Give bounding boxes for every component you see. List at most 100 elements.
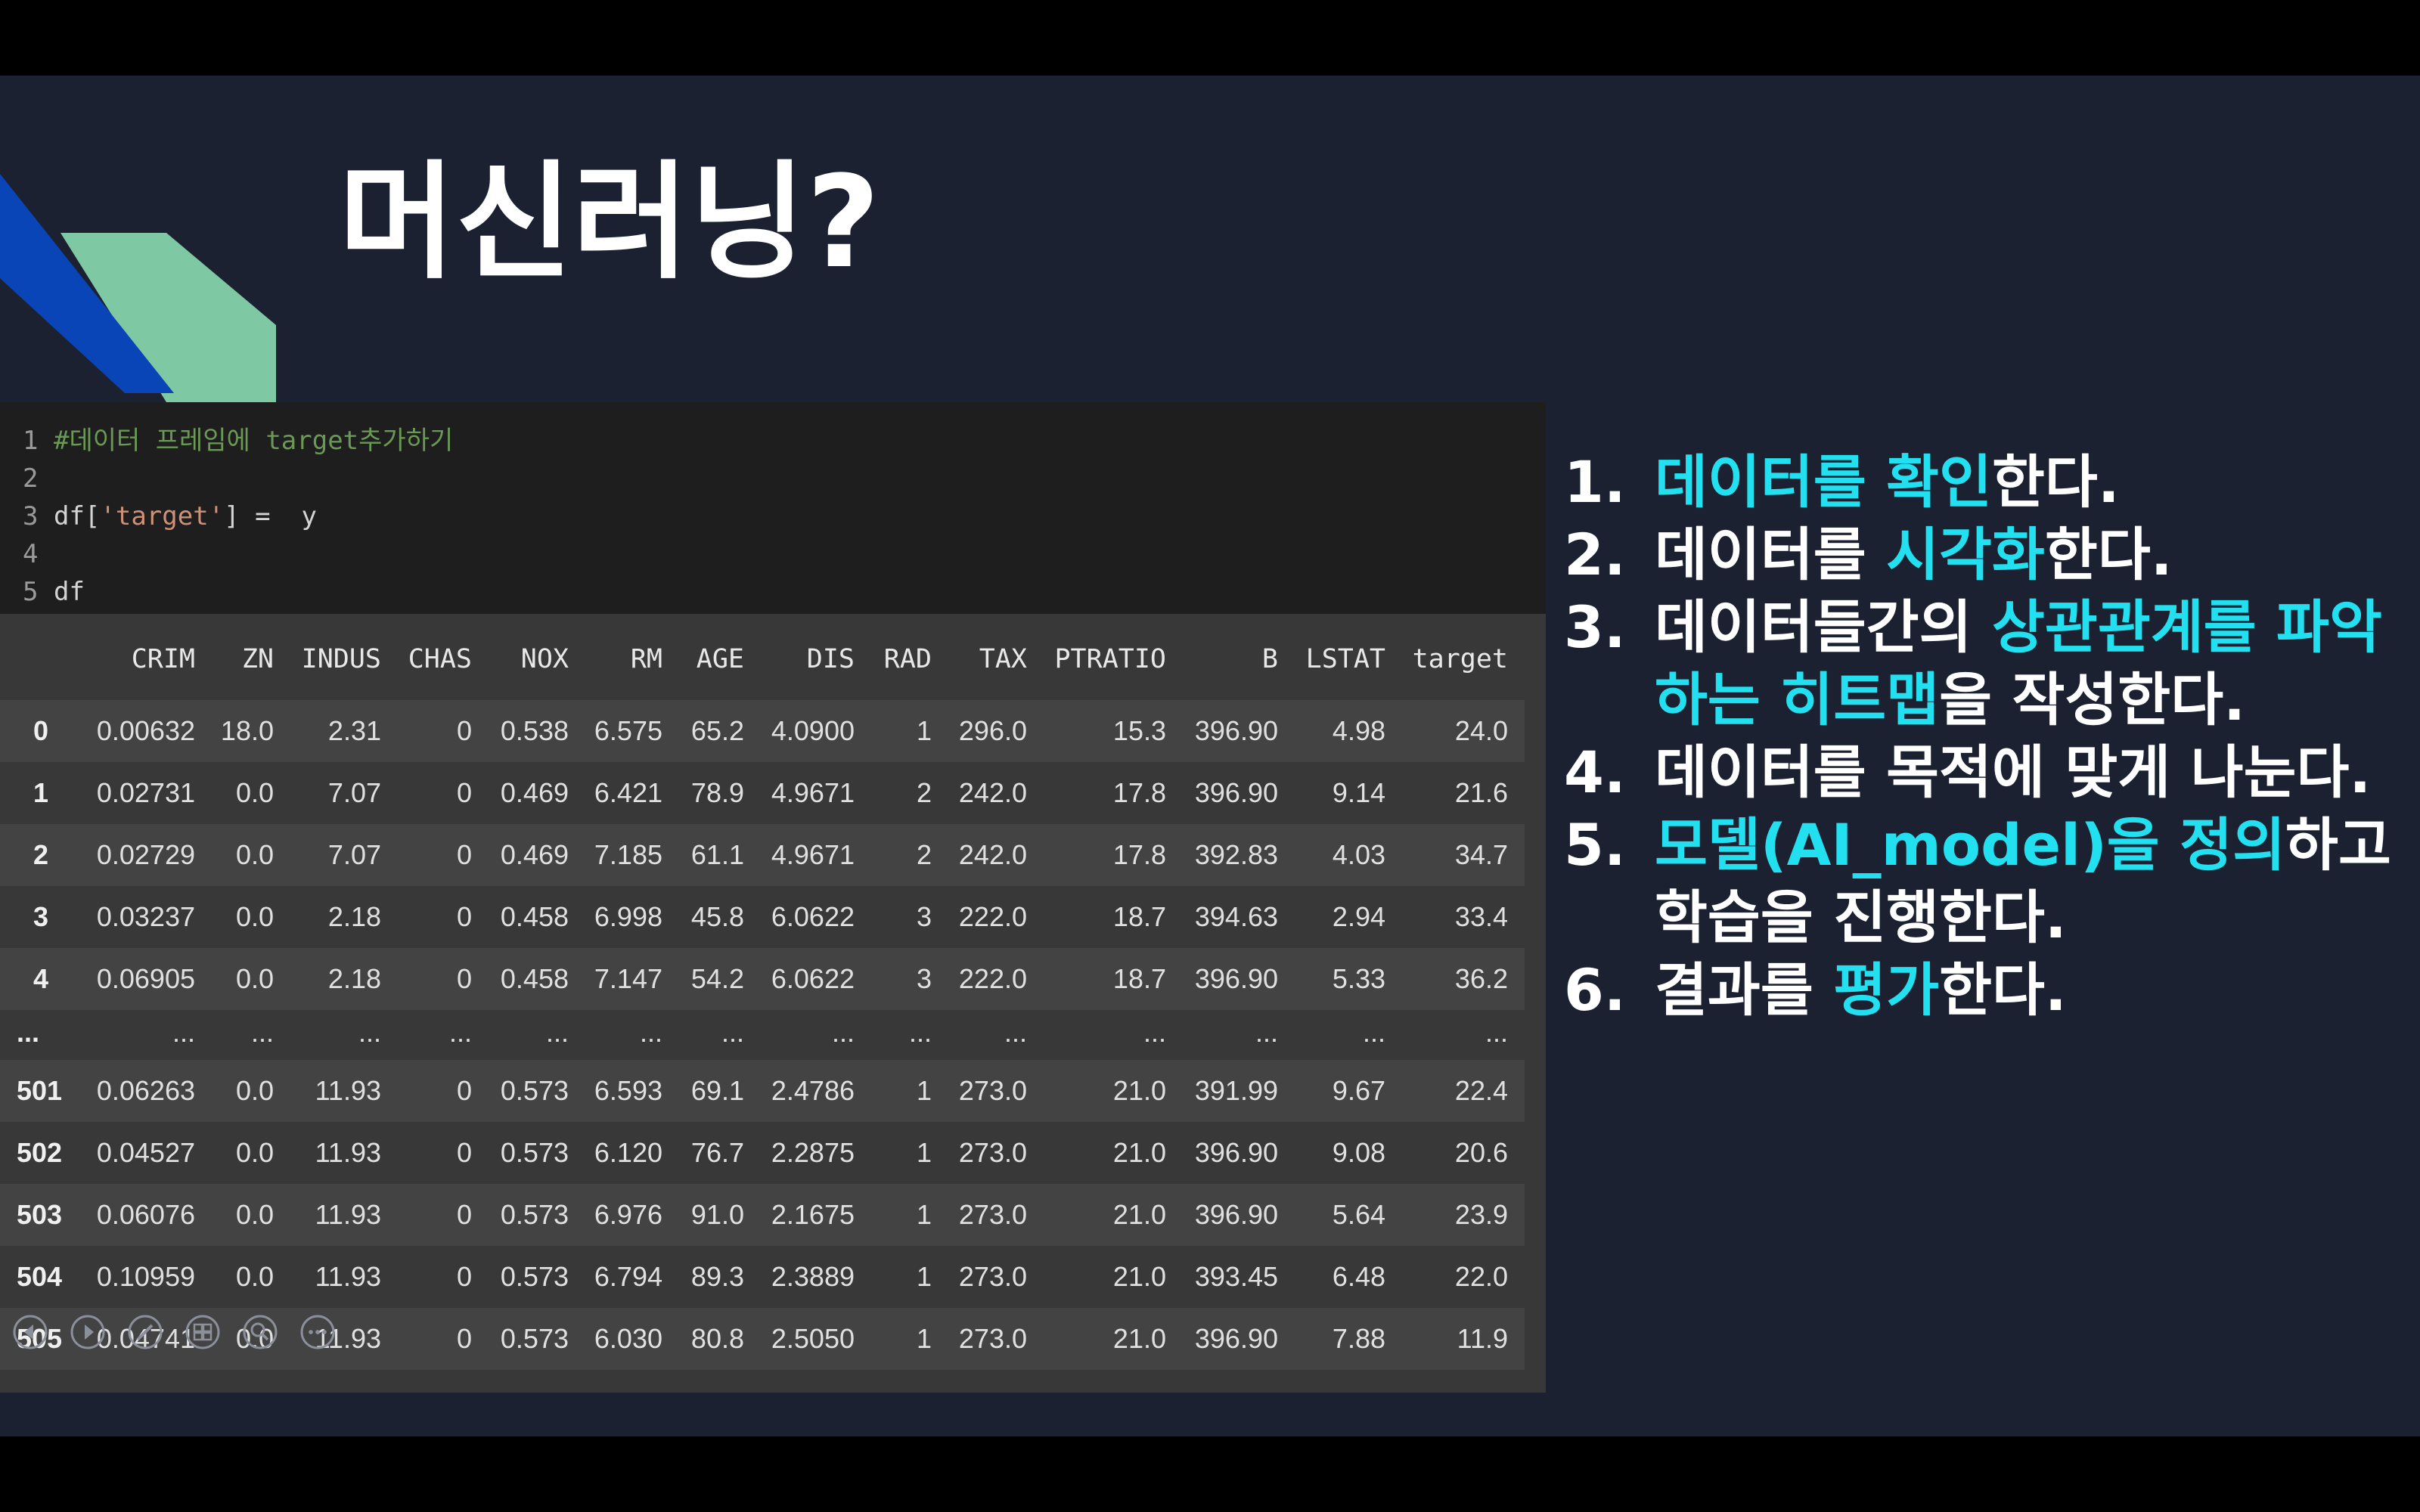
table-cell: 2.18 [327, 901, 381, 932]
table-row: 3 0.03237 0.0 2.18 0 0.458 6.998 45.8 6.0622 3 222… [0, 886, 1525, 948]
table-cell: 18.7 [1112, 901, 1166, 932]
row-index: ... [17, 1017, 40, 1048]
step-text: 데이터를 목적에 맞게 나눈다. [1655, 739, 2372, 806]
step-number: 3. [1564, 593, 1626, 661]
step-number: 2. [1564, 521, 1626, 588]
table-cell: 0.469 [500, 777, 569, 808]
next-slide-icon[interactable] [68, 1312, 107, 1352]
previous-slide-icon[interactable] [11, 1312, 50, 1352]
row-index: 502 [17, 1137, 63, 1168]
table-cell: 0 [456, 1199, 472, 1230]
table-cell: 1 [916, 1323, 932, 1354]
table-cell: ... [1255, 1017, 1278, 1048]
table-cell: 4.9671 [771, 839, 855, 870]
table-cell: 4.98 [1332, 715, 1385, 746]
table-cell: 7.07 [327, 839, 381, 870]
table-cell: 21.6 [1454, 777, 1508, 808]
row-index: 4 [33, 963, 49, 994]
table-cell: 0 [456, 1261, 472, 1292]
table-cell: 11.9 [1457, 1323, 1508, 1354]
column-header: B [1261, 644, 1278, 674]
row-index: 505 [17, 1323, 63, 1354]
table-cell: 9.67 [1332, 1075, 1385, 1106]
zoom-icon[interactable] [240, 1312, 280, 1352]
table-cell: 6.794 [594, 1261, 662, 1292]
table-cell: 6.030 [594, 1323, 662, 1354]
table-cell: 6.998 [594, 901, 662, 932]
row-index: 504 [17, 1261, 63, 1292]
table-cell: 0.06076 [96, 1199, 195, 1230]
table-cell: ... [545, 1017, 569, 1048]
step-highlight-text: 데이터를 확인 [1655, 448, 1992, 516]
column-header: AGE [696, 644, 744, 674]
table-cell: 0 [456, 963, 472, 994]
table-cell: 3 [916, 901, 932, 932]
column-header: NOX [520, 644, 569, 674]
code-cell[interactable]: 1 #데이터 프레임에 target추가하기 2 3 df['target'] =… [0, 402, 1546, 614]
line-number: 2 [23, 463, 39, 494]
table-cell: 0.0 [235, 901, 274, 932]
table-cell: 21.0 [1112, 1199, 1166, 1230]
table-row: 502 0.04527 0.0 11.93 0 0.573 6.120 76.7 2.2875 1… [0, 1122, 1525, 1184]
table-cell: 20.6 [1454, 1137, 1508, 1168]
table-cell: 1 [916, 715, 932, 746]
code-token-comment: #데이터 프레임에 target추가하기 [53, 426, 454, 456]
table-row: ........................................… [0, 1010, 1525, 1060]
table-cell: 0.00632 [96, 715, 195, 746]
table-cell: 0.0 [235, 963, 274, 994]
table-cell: 15.3 [1112, 715, 1166, 746]
table-cell: 0 [456, 1075, 472, 1106]
column-header: LSTAT [1305, 644, 1385, 674]
table-cell: 33.4 [1454, 901, 1508, 932]
step-item: 4. 데이터를 목적에 맞게 나눈다. [1564, 736, 2403, 809]
row-index: 3 [33, 901, 49, 932]
table-cell: 0.03237 [96, 901, 195, 932]
code-token-plain: df [53, 577, 85, 607]
table-cell: 69.1 [690, 1075, 744, 1106]
table-cell: ... [1485, 1017, 1508, 1048]
table-cell: 21.0 [1112, 1261, 1166, 1292]
table-cell: 9.08 [1332, 1137, 1385, 1168]
presentation-slide: 머신러닝? 1 #데이터 프레임에 target추가하기 2 3 df['targ… [0, 76, 2420, 1436]
slide-sorter-icon[interactable] [183, 1312, 222, 1352]
column-header: ZN [241, 644, 274, 674]
table-cell: 0 [456, 839, 472, 870]
table-cell: 396.90 [1194, 777, 1278, 808]
step-number: 4. [1564, 739, 1626, 806]
table-cell: 0.538 [500, 715, 569, 746]
table-cell: ... [831, 1017, 855, 1048]
table-row: 503 0.06076 0.0 11.93 0 0.573 6.976 91.0 2.1675 1… [0, 1184, 1525, 1246]
row-index: 503 [17, 1199, 63, 1230]
step-highlight-text: 시각화 [1886, 521, 2045, 588]
column-header: CHAS [408, 644, 472, 674]
table-header-row: CRIM ZN INDUS CHAS NOX RM AGE DIS RAD TAX PTRATIO B… [0, 614, 1525, 700]
step-item: 6. 결과를 평가한다. [1564, 954, 2403, 1027]
table-cell: 1 [916, 1199, 932, 1230]
table-cell: 76.7 [690, 1137, 744, 1168]
table-cell: 0 [456, 1323, 472, 1354]
table-cell: 21.0 [1112, 1137, 1166, 1168]
pen-icon[interactable] [126, 1312, 165, 1352]
line-number: 1 [23, 426, 39, 456]
slide-title: 머신러닝? [339, 148, 880, 296]
table-cell: 2.5050 [771, 1323, 855, 1354]
line-number: 5 [23, 577, 39, 607]
table-cell: 6.120 [594, 1137, 662, 1168]
table-cell: 24.0 [1454, 715, 1508, 746]
table-cell: 242.0 [958, 839, 1027, 870]
table-cell: 21.0 [1112, 1075, 1166, 1106]
table-cell: ... [448, 1017, 472, 1048]
step-text: 데이터를 [1655, 521, 1887, 588]
table-cell: 0.458 [500, 901, 569, 932]
more-options-icon[interactable] [298, 1312, 337, 1352]
column-header: TAX [979, 644, 1027, 674]
table-cell: 1 [916, 1137, 932, 1168]
column-header: RM [630, 644, 662, 674]
table-cell: 242.0 [958, 777, 1027, 808]
table-cell: ... [1362, 1017, 1385, 1048]
table-cell: 11.93 [315, 1075, 381, 1106]
table-cell: 7.147 [594, 963, 662, 994]
table-cell: 392.83 [1194, 839, 1278, 870]
table-cell: 2.2875 [771, 1137, 855, 1168]
